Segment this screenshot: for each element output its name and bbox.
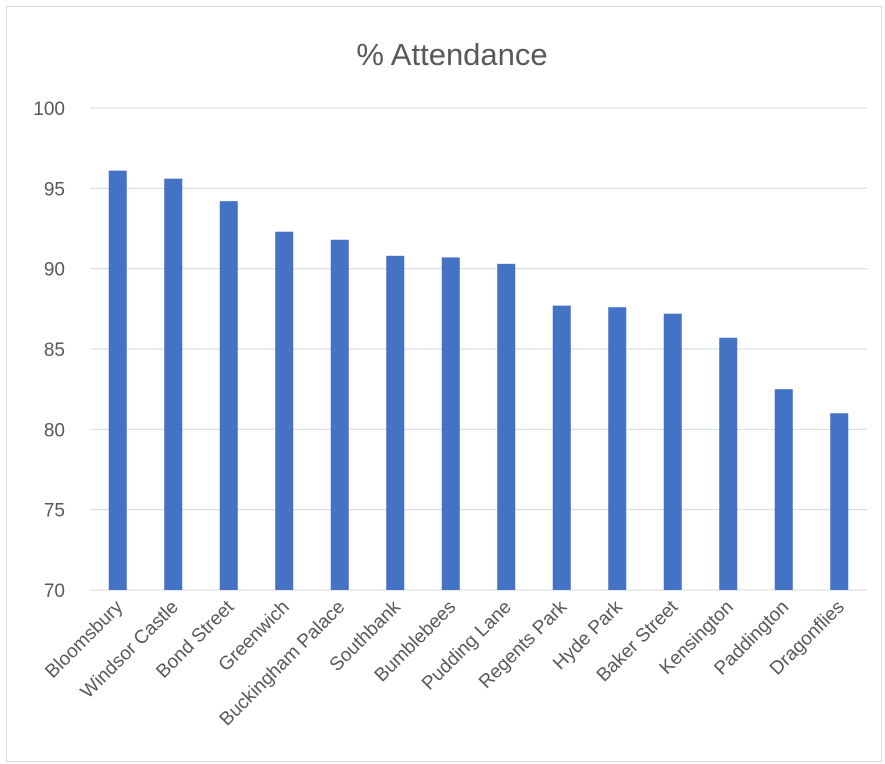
gridlines <box>90 107 867 591</box>
bar-hyde-park <box>608 307 627 590</box>
bar-chart: % Attendance 70 75 80 85 90 95 100 BloomsburyW… <box>33 37 867 730</box>
bar-kensington <box>719 337 738 590</box>
y-tick-label: 75 <box>44 501 65 522</box>
y-tick-label: 80 <box>44 420 65 441</box>
y-tick-label: 95 <box>44 179 65 200</box>
chart-title: % Attendance <box>356 37 547 72</box>
bar-dragonflies <box>830 413 849 590</box>
chart-area: % Attendance 70 75 80 85 90 95 100 Bloomsbury W… <box>6 6 882 762</box>
y-tick-label: 100 <box>33 99 65 120</box>
bar-bloomsbury <box>108 170 127 590</box>
bar-baker-street <box>663 313 682 590</box>
bar-pudding-lane <box>497 263 516 590</box>
y-tick-label: 90 <box>44 260 65 281</box>
bars <box>108 170 849 591</box>
bar-bond-street <box>219 201 238 591</box>
bar-windsor-castle <box>164 178 183 590</box>
bar-buckingham-palace <box>330 239 349 590</box>
y-tick-label: 85 <box>44 340 65 361</box>
bar-bumblebees <box>441 257 460 590</box>
bar-southbank <box>386 255 405 590</box>
bar-paddington <box>774 389 793 590</box>
x-category-label: Windsor Castle <box>77 597 183 703</box>
y-axis-ticks: 70 75 80 85 90 95 100 <box>33 99 65 602</box>
y-tick-label: 70 <box>44 581 65 602</box>
bar-regents-park <box>552 305 571 590</box>
bar-greenwich <box>275 231 294 591</box>
